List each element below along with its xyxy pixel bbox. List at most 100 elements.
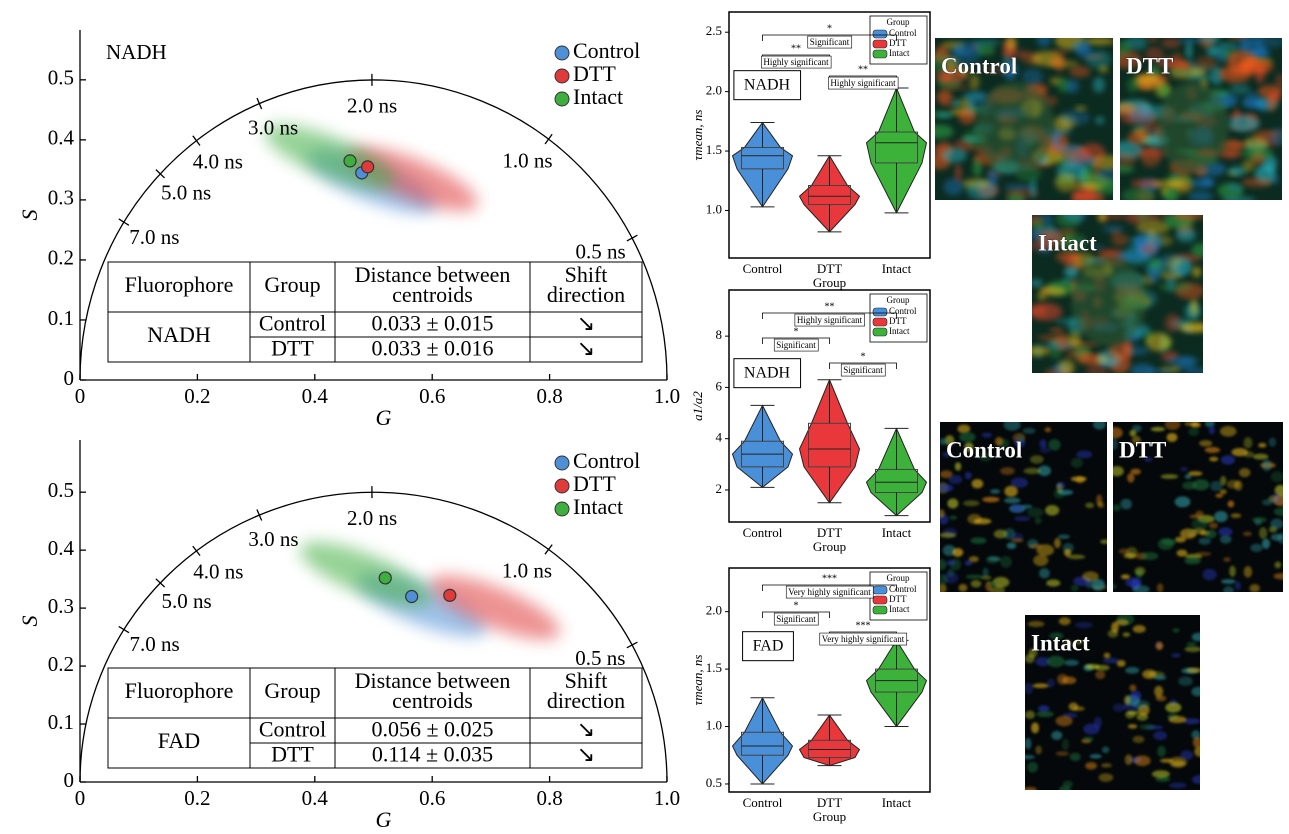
image-texture <box>1085 502 1094 508</box>
image-texture <box>1152 770 1170 778</box>
image-texture <box>939 532 956 537</box>
image-texture <box>1104 653 1111 659</box>
x-tick-label: Control <box>743 525 783 540</box>
image-texture <box>1192 518 1208 530</box>
x-tick-label: 0.8 <box>536 786 562 810</box>
legend-marker <box>555 479 569 493</box>
significance-stars: * <box>794 326 799 337</box>
image-texture <box>1192 775 1208 784</box>
image-texture <box>1132 700 1150 709</box>
image-texture <box>1165 314 1181 332</box>
centroid <box>344 155 356 167</box>
image-texture <box>1102 225 1124 233</box>
image-texture <box>983 568 989 577</box>
image-texture <box>1069 330 1081 346</box>
table-header: Fluorophore <box>125 678 234 703</box>
image-texture <box>1147 37 1159 42</box>
image-texture <box>1202 569 1216 581</box>
y-tick-label: 0.2 <box>48 652 74 676</box>
legend-label: Control <box>889 306 917 316</box>
image-texture <box>1161 474 1179 479</box>
image-texture <box>1097 178 1119 185</box>
legend-label: Control <box>573 448 640 473</box>
lifetime-label: 2.0 ns <box>347 94 397 118</box>
image-texture <box>1186 530 1198 534</box>
image-texture <box>971 580 982 588</box>
figure: 00.20.40.60.81.000.10.20.30.40.5GS0.5 ns… <box>0 0 1289 834</box>
y-tick-label: 0.1 <box>48 306 74 330</box>
nucleus <box>1071 258 1146 346</box>
nucleus <box>1157 82 1228 173</box>
y-tick-label: 0.2 <box>48 246 74 270</box>
image-texture <box>1035 517 1042 524</box>
image-texture <box>937 509 944 517</box>
legend-label: DTT <box>889 38 907 48</box>
x-axis-label: G <box>376 405 392 430</box>
image-texture <box>1126 547 1137 558</box>
legend-swatch <box>873 606 887 614</box>
image-texture <box>1255 36 1285 48</box>
image-texture <box>1231 448 1247 456</box>
table-cell: ↘ <box>577 311 595 336</box>
image-texture <box>1205 420 1215 427</box>
image-texture <box>1071 476 1087 481</box>
lifetime-label: 2.0 ns <box>347 506 397 530</box>
image-texture <box>988 557 1001 561</box>
image-texture <box>1064 266 1078 279</box>
image-texture <box>969 556 979 562</box>
image-texture <box>1242 178 1273 187</box>
panel-label: NADH <box>106 40 167 64</box>
image-texture <box>935 559 947 570</box>
image-texture <box>1048 439 1060 450</box>
significance-stars: * <box>861 351 866 362</box>
image-texture <box>1073 706 1085 710</box>
image-texture <box>1235 581 1241 590</box>
x-tick-label: Control <box>743 261 783 276</box>
image-texture <box>1129 684 1136 691</box>
image-texture <box>1004 497 1020 503</box>
x-tick-label: 0.8 <box>536 384 562 408</box>
lifetime-tick <box>119 219 129 225</box>
significance-label: Highly significant <box>763 57 829 67</box>
image-label: Control <box>941 53 1017 78</box>
lifetime-label: 3.0 ns <box>248 527 298 551</box>
image-texture <box>1047 679 1055 688</box>
table-cell: 0.033 ± 0.015 <box>371 311 493 336</box>
image-texture <box>1173 212 1205 220</box>
legend-label: Control <box>889 584 917 594</box>
image-texture <box>1136 713 1148 721</box>
image-texture <box>1030 455 1044 464</box>
image-texture <box>1024 683 1034 694</box>
table-cell: DTT <box>271 742 314 767</box>
image-texture <box>1024 468 1041 474</box>
y-tick-label: 0 <box>64 366 75 390</box>
legend-marker <box>555 502 569 516</box>
image-texture <box>1171 653 1180 657</box>
image-texture <box>1271 471 1284 482</box>
image-texture <box>971 40 1001 46</box>
image-texture <box>1069 66 1091 77</box>
image-texture <box>1190 299 1197 316</box>
panel-label: FAD <box>753 638 784 655</box>
image-texture <box>1030 279 1043 287</box>
image-texture <box>1098 502 1104 508</box>
image-texture <box>990 489 1000 494</box>
image-texture <box>1083 737 1093 742</box>
image-texture <box>1191 422 1201 427</box>
image-texture <box>970 537 986 544</box>
image-texture <box>1210 481 1222 491</box>
image-label: DTT <box>1126 53 1173 78</box>
image-texture <box>1011 538 1023 542</box>
image-texture <box>1028 621 1045 627</box>
image-texture <box>1195 552 1211 556</box>
lifetime-tick <box>193 136 200 146</box>
image-texture <box>1045 505 1059 516</box>
image-texture <box>937 484 953 492</box>
image-texture <box>1157 746 1166 757</box>
significance-stars: ** <box>825 301 835 312</box>
image-texture <box>1102 746 1109 753</box>
x-tick-label: 0 <box>75 786 86 810</box>
image-texture <box>1229 84 1250 95</box>
image-texture <box>1090 754 1102 759</box>
image-texture <box>1122 187 1156 204</box>
